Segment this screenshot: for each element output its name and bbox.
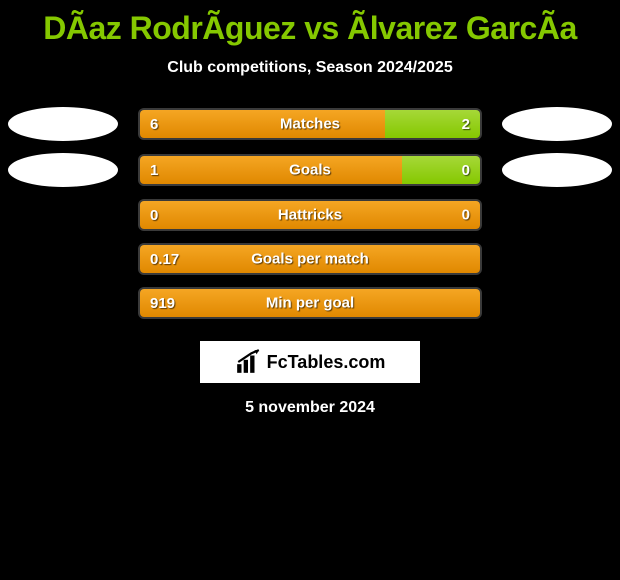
player-oval-right	[502, 107, 612, 141]
stat-row: 0 0 Hattricks	[0, 199, 620, 231]
stat-row: 6 2 Matches	[0, 107, 620, 141]
stat-row: 0.17 Goals per match	[0, 243, 620, 275]
subtitle: Club competitions, Season 2024/2025	[0, 59, 620, 77]
date-text: 5 november 2024	[0, 399, 620, 417]
bar-segment-right: 2	[385, 110, 480, 138]
left-value: 0.17	[150, 251, 179, 268]
bar-segment-left: 6	[140, 110, 385, 138]
logo-text: FcTables.com	[267, 352, 386, 373]
stat-bar: 919 Min per goal	[138, 287, 482, 319]
left-value: 1	[150, 162, 158, 179]
stat-label: Goals	[289, 162, 331, 179]
page-title: DÃ­az RodrÃ­guez vs Ãlvarez GarcÃ­a	[0, 10, 620, 47]
bar-segment-right: 0	[402, 156, 480, 184]
logo-box: FcTables.com	[200, 341, 420, 383]
stat-bar: 0.17 Goals per match	[138, 243, 482, 275]
chart-icon	[235, 349, 261, 375]
player-oval-left	[8, 107, 118, 141]
left-value: 6	[150, 116, 158, 133]
stat-bar: 0 0 Hattricks	[138, 199, 482, 231]
bar-segment-left: 1	[140, 156, 402, 184]
comparison-chart: DÃ­az RodrÃ­guez vs Ãlvarez GarcÃ­a Club…	[0, 0, 620, 417]
stat-bar: 1 0 Goals	[138, 154, 482, 186]
stat-label: Min per goal	[266, 295, 354, 312]
stat-row: 1 0 Goals	[0, 153, 620, 187]
stat-label: Matches	[280, 116, 340, 133]
left-value: 0	[150, 207, 158, 224]
right-value: 0	[462, 207, 470, 224]
stat-row: 919 Min per goal	[0, 287, 620, 319]
stat-rows: 6 2 Matches 1 0 Goals 0 0 Hattricks 0.17 Goals per…	[0, 107, 620, 319]
left-value: 919	[150, 295, 175, 312]
stat-bar: 6 2 Matches	[138, 108, 482, 140]
stat-label: Hattricks	[278, 207, 342, 224]
right-value: 0	[462, 162, 470, 179]
player-oval-right	[502, 153, 612, 187]
player-oval-left	[8, 153, 118, 187]
right-value: 2	[462, 116, 470, 133]
stat-label: Goals per match	[251, 251, 369, 268]
